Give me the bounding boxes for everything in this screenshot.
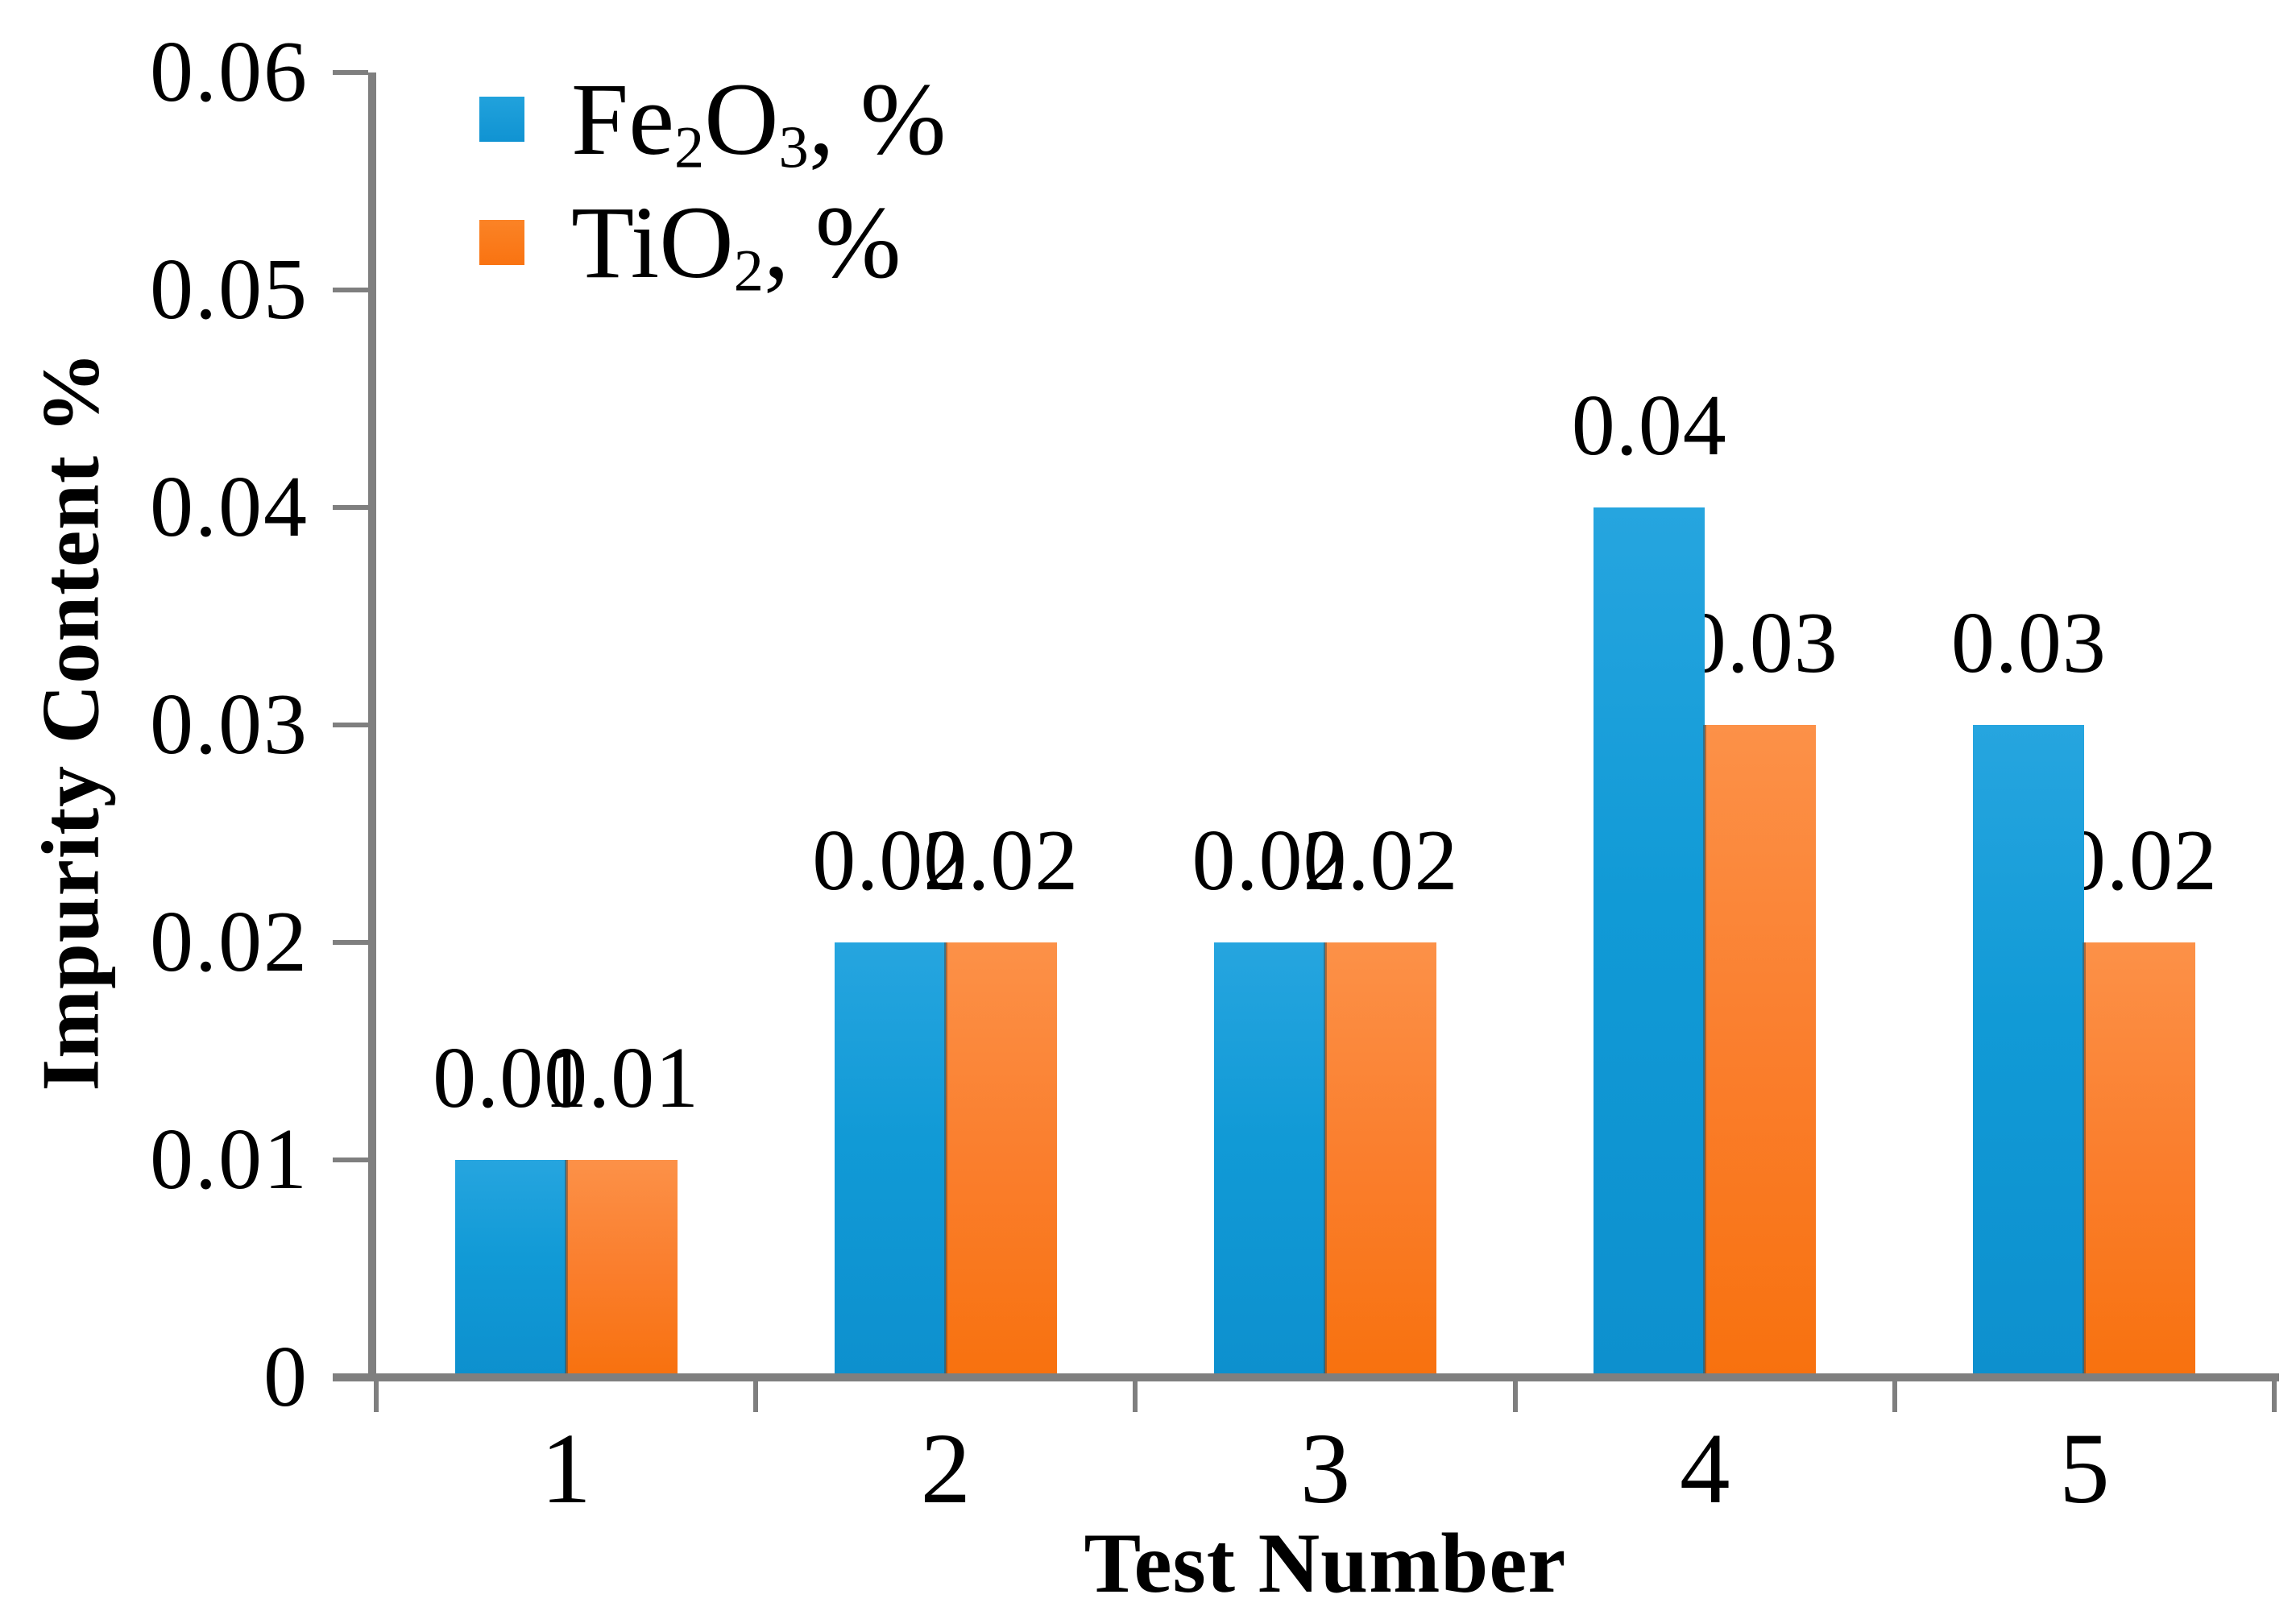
bar-tio2 <box>945 942 1057 1377</box>
y-axis-tick-label: 0.01 <box>150 1112 309 1207</box>
y-axis-tick-label: 0 <box>263 1329 309 1425</box>
bar-tio2 <box>1705 725 1817 1377</box>
y-tick-mark <box>333 288 368 292</box>
x-tick-mark <box>1512 1381 1518 1412</box>
bar-fe2o3 <box>454 1160 566 1377</box>
x-tick-mark <box>2272 1381 2277 1412</box>
y-tick-mark <box>333 1158 368 1162</box>
bar-fe2o3 <box>1973 725 2085 1377</box>
y-tick-mark <box>333 723 368 727</box>
x-axis-tick-label: 4 <box>1679 1414 1730 1525</box>
bar-divider <box>943 942 947 1377</box>
legend-label-fe2o3: Fe2O3, % <box>571 62 947 181</box>
bar-value-label: 0.02 <box>812 813 968 909</box>
x-tick-mark <box>1133 1381 1138 1412</box>
y-tick-mark <box>333 70 368 75</box>
y-tick-mark <box>333 940 368 945</box>
bar-value-label: 0.04 <box>1571 378 1727 474</box>
x-tick-mark <box>1892 1381 1897 1412</box>
bar-value-label: 0.02 <box>923 813 1080 909</box>
y-axis-tick-label: 0.05 <box>150 242 309 338</box>
bar-divider <box>2083 942 2087 1377</box>
y-axis-tick-label: 0.02 <box>150 894 309 990</box>
bar-divider <box>564 1160 568 1377</box>
x-axis-title: Test Number <box>1084 1516 1567 1610</box>
legend-label-tio2: TiO2, % <box>571 185 901 304</box>
bar-value-label: 0.01 <box>544 1030 700 1126</box>
bar-tio2 <box>2084 942 2196 1377</box>
bar-value-label: 0.02 <box>1303 813 1459 909</box>
bar-value-label: 0.03 <box>1950 595 2107 691</box>
legend-item-tio2: TiO2, % <box>479 182 901 303</box>
legend-item-fe2o3: Fe2O3, % <box>479 59 946 180</box>
bar-fe2o3 <box>1214 942 1325 1377</box>
y-axis-tick-label: 0.03 <box>150 677 309 772</box>
bar-tio2 <box>566 1160 678 1377</box>
x-axis-tick-label: 3 <box>1299 1414 1351 1525</box>
bar-value-label: 0.01 <box>433 1030 589 1126</box>
bar-divider <box>1324 942 1327 1377</box>
x-tick-mark <box>374 1381 379 1412</box>
bar-value-label: 0.03 <box>1682 595 1838 691</box>
y-axis-tick-label: 0.06 <box>150 24 309 120</box>
x-axis-tick-label: 2 <box>920 1414 972 1525</box>
x-axis-tick-label: 1 <box>541 1414 591 1525</box>
y-axis-line <box>368 72 376 1381</box>
bar-fe2o3 <box>1594 507 1705 1377</box>
bar-fe2o3 <box>834 942 946 1377</box>
y-tick-mark <box>333 505 368 510</box>
bar-value-label: 0.02 <box>1192 813 1348 909</box>
x-axis-line <box>333 1373 2279 1381</box>
y-axis-tick-label: 0.04 <box>150 459 309 555</box>
bar-divider <box>1703 725 1707 1377</box>
x-axis-tick-label: 5 <box>2059 1414 2110 1525</box>
x-tick-mark <box>753 1381 759 1412</box>
legend-swatch-tio2 <box>479 220 524 265</box>
bar-value-label: 0.02 <box>2062 813 2218 909</box>
bar-tio2 <box>1325 942 1436 1377</box>
legend-swatch-fe2o3 <box>479 97 524 142</box>
